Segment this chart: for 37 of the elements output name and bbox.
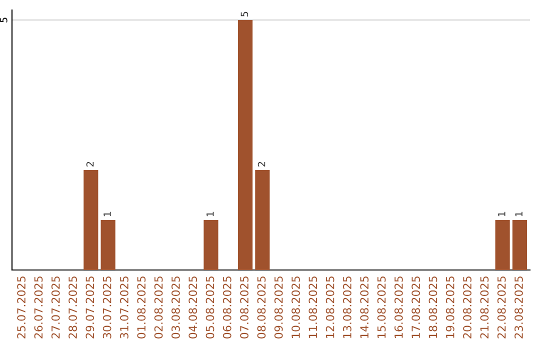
x-tick-label: 31.07.2025 xyxy=(120,276,128,338)
x-tick-label: 11.08.2025 xyxy=(308,276,318,338)
x-tick-label: 05.08.2025 xyxy=(206,276,214,338)
x-tick-label: 10.08.2025 xyxy=(292,276,300,338)
x-tick-label: 16.08.2025 xyxy=(394,276,403,338)
x-tick-label: 23.08.2025 xyxy=(514,276,523,338)
x-tick-label: 22.08.2025 xyxy=(497,276,506,338)
x-tick-label: 06.08.2025 xyxy=(222,276,232,338)
x-tick-label: 18.08.2025 xyxy=(428,276,438,338)
data-label: 2 xyxy=(258,162,266,167)
x-tick-label: 04.08.2025 xyxy=(188,276,198,338)
x-tick-label: 13.08.2025 xyxy=(343,276,352,338)
data-label: 1 xyxy=(515,212,522,216)
x-tick-label: 03.08.2025 xyxy=(171,276,180,338)
data-label: 5 xyxy=(240,12,248,16)
x-tick-label: 26.07.2025 xyxy=(34,276,43,338)
x-tick-label: 17.08.2025 xyxy=(412,276,420,338)
x-tick-label: 27.07.2025 xyxy=(51,276,60,338)
data-label: 1 xyxy=(498,212,506,216)
x-tick-label: 28.07.2025 xyxy=(68,276,77,338)
x-tick-label: 08.08.2025 xyxy=(257,276,266,338)
x-tick-label: 12.08.2025 xyxy=(326,276,334,338)
data-label: 2 xyxy=(86,162,94,167)
x-tick-label: 30.07.2025 xyxy=(102,276,112,338)
data-label: 1 xyxy=(206,212,214,216)
x-tick-label: 02.08.2025 xyxy=(154,276,163,338)
x-tick-label: 29.07.2025 xyxy=(86,276,94,338)
x-tick-label: 14.08.2025 xyxy=(360,276,369,338)
x-tick-label: 20.08.2025 xyxy=(463,276,472,338)
x-tick-label: 19.08.2025 xyxy=(446,276,454,338)
data-label: 1 xyxy=(104,212,111,216)
x-tick-label: 15.08.2025 xyxy=(377,276,386,338)
x-tick-label: 09.08.2025 xyxy=(274,276,283,338)
x-tick-label: 07.08.2025 xyxy=(240,276,248,338)
x-tick-label: 25.07.2025 xyxy=(17,276,26,338)
x-tick-label: 21.08.2025 xyxy=(480,276,489,338)
x-tick-label: 01.08.2025 xyxy=(137,276,146,338)
